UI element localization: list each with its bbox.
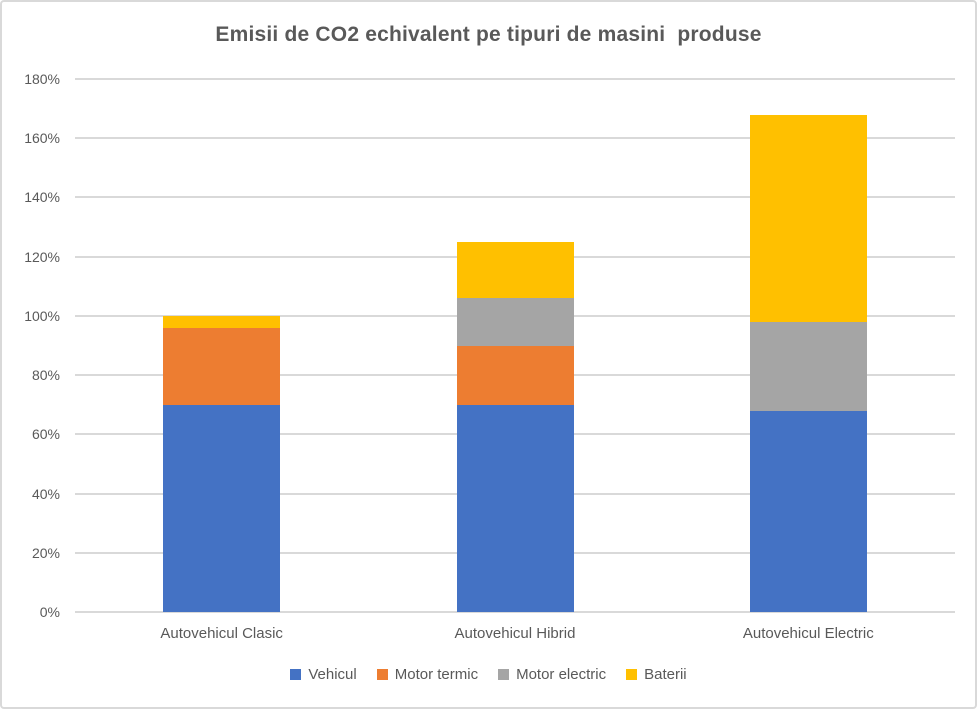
- legend-label: Motor termic: [394, 666, 479, 683]
- x-category-label: Autovehicul Hibrid: [454, 625, 576, 642]
- gridline: [75, 196, 955, 199]
- bar-segment-vehicul: [749, 410, 867, 612]
- y-tick-label: 0%: [39, 604, 60, 620]
- legend-item-vehicul: Vehicul: [290, 666, 357, 683]
- bar-segment-motor-termic: [456, 345, 574, 405]
- bar-autovehicul-electric: [749, 114, 867, 612]
- y-tick-label: 80%: [31, 367, 60, 384]
- y-tick-label: 20%: [31, 544, 60, 561]
- y-tick-label: 140%: [24, 189, 60, 206]
- y-tick-label: 40%: [31, 485, 60, 502]
- bar-segment-vehicul: [163, 404, 281, 612]
- x-category-label: Autovehicul Electric: [742, 625, 874, 642]
- x-category-label: Autovehicul Clasic: [160, 625, 283, 642]
- y-tick-label: 60%: [31, 426, 60, 443]
- gridline: [75, 611, 955, 613]
- chart-title: Emisii de CO2 echivalent pe tipuri de ma…: [215, 23, 762, 46]
- bar-segment-baterii: [456, 241, 574, 299]
- legend: Vehicul Motor termic Motor electric Baterii: [2, 666, 975, 683]
- bar-segment-baterii: [749, 114, 867, 322]
- bar-autovehicul-hibrid: [456, 241, 574, 612]
- legend-swatch-icon: [626, 669, 638, 680]
- legend-swatch-icon: [498, 669, 510, 680]
- y-tick-label: 100%: [24, 307, 60, 324]
- y-tick-label: 180%: [24, 71, 60, 87]
- gridline: [75, 137, 955, 140]
- y-tick-label: 160%: [24, 130, 60, 147]
- legend-item-motor-electric: Motor electric: [498, 666, 606, 683]
- legend-label: Motor electric: [516, 666, 607, 683]
- bar-segment-motor-electric: [749, 321, 867, 411]
- bar-segment-motor-termic: [163, 327, 281, 405]
- gridline: [75, 78, 955, 80]
- y-tick-label: 120%: [24, 248, 60, 265]
- legend-swatch-icon: [290, 669, 302, 680]
- bar-segment-baterii: [163, 315, 281, 328]
- bar-autovehicul-clasic: [163, 315, 281, 612]
- bar-segment-vehicul: [456, 404, 574, 612]
- legend-label: Baterii: [644, 666, 687, 683]
- bar-segment-motor-electric: [456, 298, 574, 346]
- legend-swatch-icon: [376, 669, 388, 680]
- plot-area: [75, 78, 955, 613]
- legend-item-baterii: Baterii: [626, 666, 687, 683]
- legend-item-motor-termic: Motor termic: [376, 666, 479, 683]
- legend-label: Vehicul: [308, 666, 357, 683]
